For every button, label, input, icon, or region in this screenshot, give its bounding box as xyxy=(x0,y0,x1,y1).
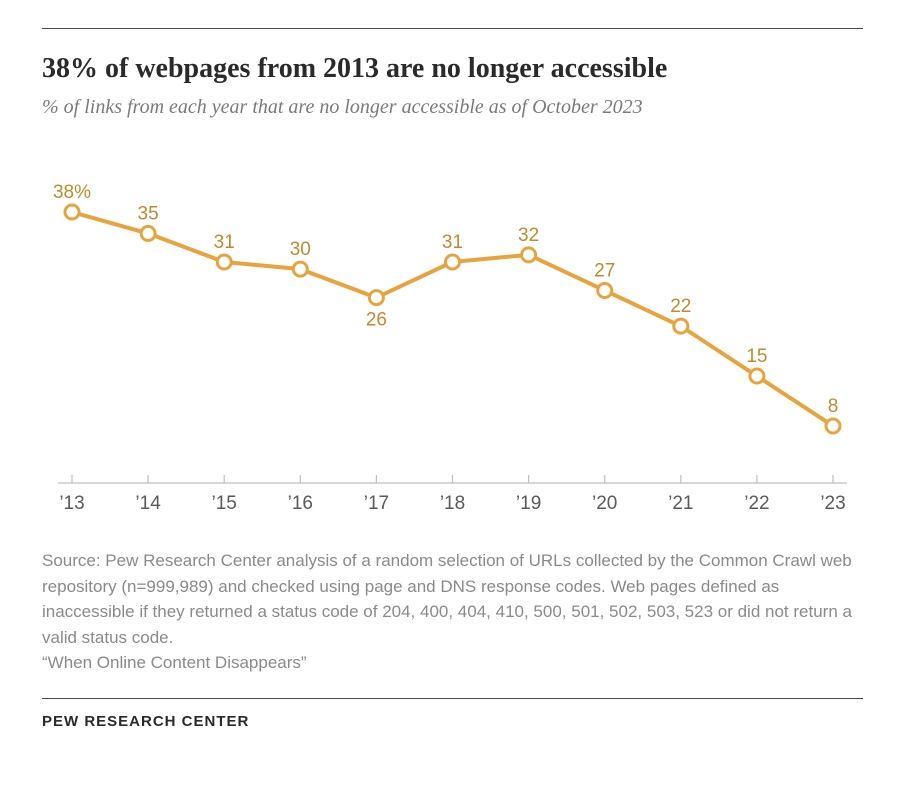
chart-footer: PEW RESEARCH CENTER xyxy=(42,713,863,730)
x-axis-label: ’13 xyxy=(59,493,84,514)
x-axis-label: ’20 xyxy=(592,493,617,514)
data-marker xyxy=(674,319,688,333)
data-label: 15 xyxy=(746,346,767,367)
x-axis-label: ’15 xyxy=(212,493,237,514)
data-marker xyxy=(446,255,460,269)
chart-source: Source: Pew Research Center analysis of … xyxy=(42,548,863,676)
data-marker xyxy=(826,419,840,433)
chart-container: 38% of webpages from 2013 are no longer … xyxy=(0,0,905,797)
data-marker xyxy=(750,369,764,383)
x-axis-label: ’18 xyxy=(440,493,465,514)
chart-title: 38% of webpages from 2013 are no longer … xyxy=(42,51,863,86)
x-axis-label: ’14 xyxy=(135,493,161,514)
data-marker xyxy=(598,283,612,297)
x-axis-label: ’23 xyxy=(820,493,845,514)
data-label: 27 xyxy=(594,260,615,281)
bottom-rule xyxy=(42,698,863,699)
data-label: 8 xyxy=(828,396,839,417)
x-axis-label: ’22 xyxy=(744,493,769,514)
data-marker xyxy=(65,205,79,219)
x-axis-label: ’19 xyxy=(516,493,541,514)
data-marker xyxy=(522,248,536,262)
data-marker xyxy=(293,262,307,276)
x-axis-label: ’17 xyxy=(364,493,389,514)
data-label: 32 xyxy=(518,225,539,246)
chart-subtitle: % of links from each year that are no lo… xyxy=(42,96,863,119)
x-axis-label: ’16 xyxy=(288,493,313,514)
x-axis-label: ’21 xyxy=(668,493,693,514)
data-marker xyxy=(217,255,231,269)
label-group: 38% 35 31 30 26 31 32 27 22 15 8 xyxy=(53,182,838,417)
data-label: 30 xyxy=(290,239,311,260)
data-label: 31 xyxy=(214,232,235,253)
top-rule xyxy=(42,28,863,29)
data-label: 31 xyxy=(442,232,463,253)
data-label: 35 xyxy=(138,203,159,224)
line-chart: ’13’14’15’16’17’18’19’20’21’22’23 38%353… xyxy=(42,145,863,525)
axis-group: ’13 ’14 ’15 ’16 ’17 ’18 ’19 ’20 ’21 ’22 ’23 xyxy=(58,475,847,514)
data-marker xyxy=(141,226,155,240)
data-marker xyxy=(369,291,383,305)
data-label: 22 xyxy=(670,296,691,317)
data-label: 38% xyxy=(53,182,91,203)
data-label: 26 xyxy=(366,310,387,331)
